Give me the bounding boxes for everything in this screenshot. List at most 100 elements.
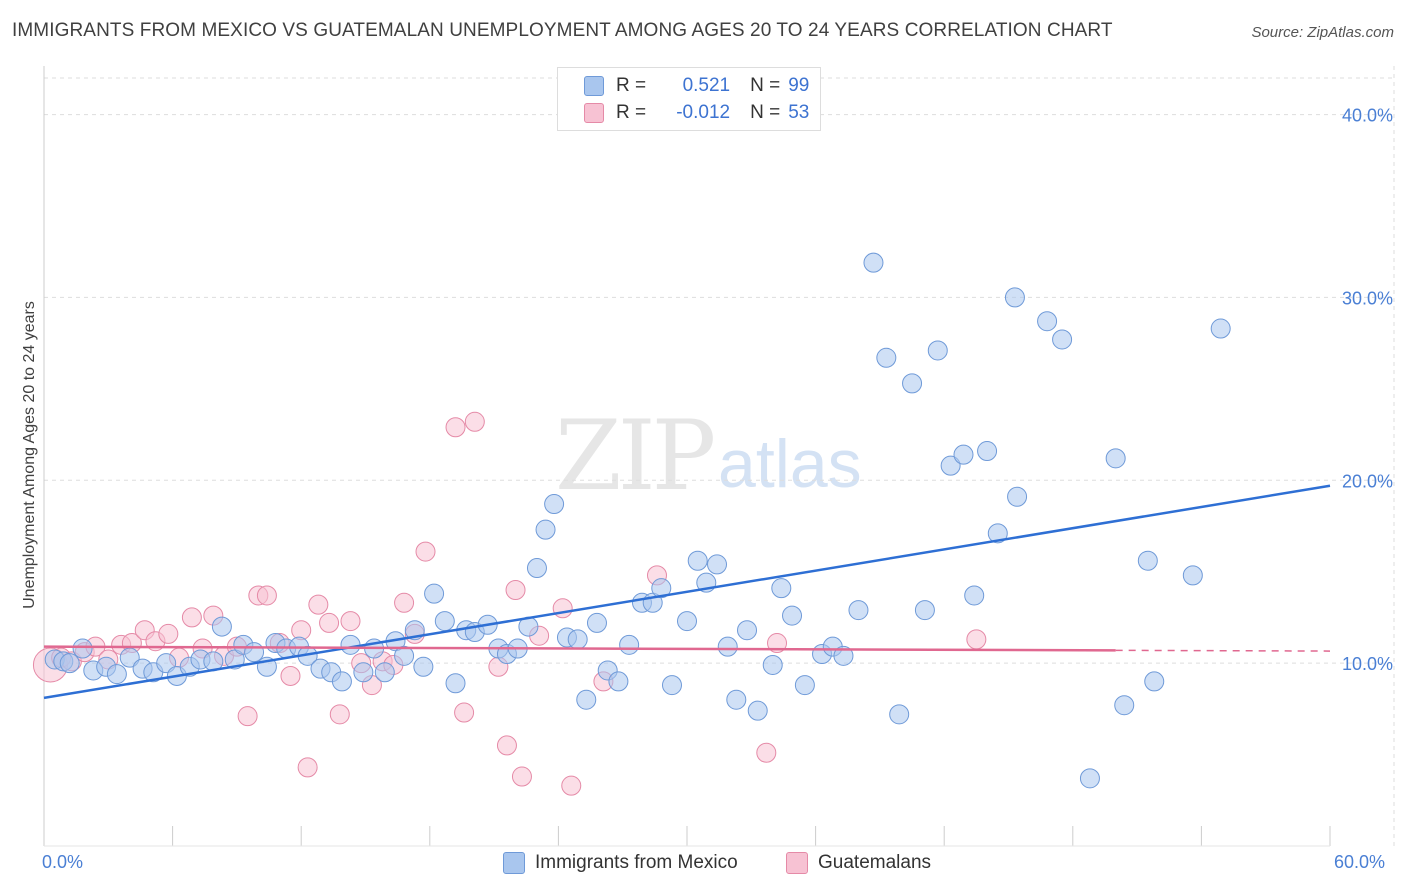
mexico-point bbox=[902, 373, 923, 394]
guatemalans-point bbox=[445, 417, 466, 438]
mexico-points bbox=[44, 252, 1231, 789]
legend-label-mexico: Immigrants from Mexico bbox=[535, 852, 738, 873]
n-label: N = bbox=[750, 102, 781, 123]
mexico-point bbox=[651, 578, 672, 599]
r-label: R = bbox=[616, 102, 647, 123]
guatemalans-point bbox=[291, 620, 312, 641]
pink-swatch bbox=[584, 103, 604, 123]
y-tick-label: 40.0% bbox=[1342, 106, 1393, 126]
mexico-point bbox=[737, 620, 758, 641]
guatemalans-point bbox=[256, 585, 277, 606]
guatemalans-point bbox=[280, 665, 301, 686]
legend-item-guatemalans: Guatemalans bbox=[786, 852, 931, 874]
trend-lines bbox=[43, 484, 1331, 700]
mexico-point bbox=[576, 689, 597, 710]
mexico-point bbox=[876, 347, 897, 368]
mexico-point bbox=[72, 638, 93, 659]
watermark-zip: ZIP bbox=[555, 400, 716, 512]
mexico-point bbox=[848, 600, 869, 621]
guatemalans-point bbox=[966, 629, 987, 650]
guatemalans-point bbox=[505, 580, 526, 600]
mexico-point bbox=[707, 554, 728, 575]
mexico-point bbox=[1137, 550, 1158, 571]
guatemalans-point bbox=[297, 757, 318, 778]
guatemalans-point bbox=[496, 735, 517, 756]
mexico-point bbox=[156, 653, 177, 674]
guatemalans-point bbox=[181, 607, 202, 628]
mexico-point bbox=[374, 662, 395, 683]
guatemalans-point bbox=[319, 612, 340, 633]
x-tick-label-max: 60.0% bbox=[1334, 852, 1386, 872]
guatemalans-point bbox=[394, 592, 415, 613]
guatemalans-points bbox=[32, 411, 987, 796]
guatemalans-point bbox=[308, 594, 329, 615]
legend-row-guatemalans: R = -0.012 N = 53 bbox=[584, 100, 809, 126]
mexico-point bbox=[544, 494, 565, 515]
mexico-point bbox=[331, 671, 352, 692]
mexico-point bbox=[353, 662, 374, 683]
gridlines bbox=[44, 66, 1395, 846]
mexico-point bbox=[889, 704, 910, 725]
mexico-point bbox=[833, 645, 854, 666]
mexico-trend-line bbox=[43, 484, 1331, 700]
legend-item-mexico: Immigrants from Mexico bbox=[503, 852, 738, 874]
blue-swatch bbox=[584, 76, 604, 96]
mexico-point bbox=[394, 645, 415, 666]
mexico-point bbox=[726, 689, 747, 710]
r-value: 0.521 bbox=[682, 75, 731, 96]
mexico-point bbox=[927, 340, 948, 361]
mexico-point bbox=[211, 616, 232, 637]
guatemalans-point bbox=[561, 775, 582, 796]
mexico-point bbox=[1079, 768, 1100, 789]
n-label: N = bbox=[750, 75, 781, 96]
guatemalans-point bbox=[158, 623, 179, 644]
mexico-point bbox=[1144, 671, 1165, 692]
mexico-point bbox=[794, 675, 815, 696]
mexico-point bbox=[424, 583, 445, 604]
guatemalans-point bbox=[329, 704, 350, 725]
mexico-point bbox=[1182, 565, 1203, 586]
y-tick-label: 20.0% bbox=[1342, 471, 1393, 491]
guatemalans-point bbox=[464, 411, 485, 432]
mexico-point bbox=[863, 252, 884, 273]
mexico-point bbox=[914, 600, 935, 621]
mexico-point bbox=[1037, 311, 1058, 332]
mexico-point bbox=[586, 612, 607, 633]
y-tick-labels: 10.0% 20.0% 30.0% 40.0% bbox=[1342, 106, 1393, 675]
mexico-point bbox=[567, 629, 588, 650]
mexico-point bbox=[661, 675, 682, 696]
mexico-point bbox=[608, 671, 629, 692]
mexico-point bbox=[1114, 695, 1135, 716]
pink-swatch bbox=[786, 852, 808, 874]
guatemalans-point bbox=[756, 742, 777, 763]
mexico-point bbox=[526, 558, 547, 579]
source-credit: Source: ZipAtlas.com bbox=[1251, 24, 1394, 41]
watermark-atlas: atlas bbox=[718, 426, 862, 502]
mexico-point bbox=[535, 519, 556, 540]
mexico-point bbox=[977, 441, 998, 462]
mexico-point bbox=[687, 550, 708, 571]
mexico-point bbox=[987, 523, 1008, 544]
mexico-point bbox=[106, 664, 127, 685]
mexico-point bbox=[762, 654, 783, 675]
mexico-point bbox=[782, 605, 803, 626]
guatemalans-point bbox=[237, 706, 258, 727]
mexico-point bbox=[953, 444, 974, 465]
mexico-point bbox=[244, 642, 265, 663]
mexico-point bbox=[747, 700, 768, 721]
mexico-point bbox=[445, 673, 466, 694]
mexico-point bbox=[1210, 318, 1231, 339]
mexico-point bbox=[59, 653, 80, 674]
legend-row-mexico: R = 0.521 N = 99 bbox=[584, 73, 809, 99]
n-value: 53 bbox=[788, 102, 810, 123]
guatemalans-point bbox=[767, 633, 788, 654]
guatemalans-trend-extension bbox=[1115, 649, 1331, 652]
x-tick-label-min: 0.0% bbox=[42, 852, 84, 872]
mexico-point bbox=[1105, 448, 1126, 469]
mexico-point bbox=[717, 636, 738, 657]
n-value: 99 bbox=[788, 75, 810, 96]
guatemalans-point bbox=[340, 611, 361, 632]
r-value: -0.012 bbox=[676, 102, 731, 123]
axes bbox=[43, 66, 1331, 847]
